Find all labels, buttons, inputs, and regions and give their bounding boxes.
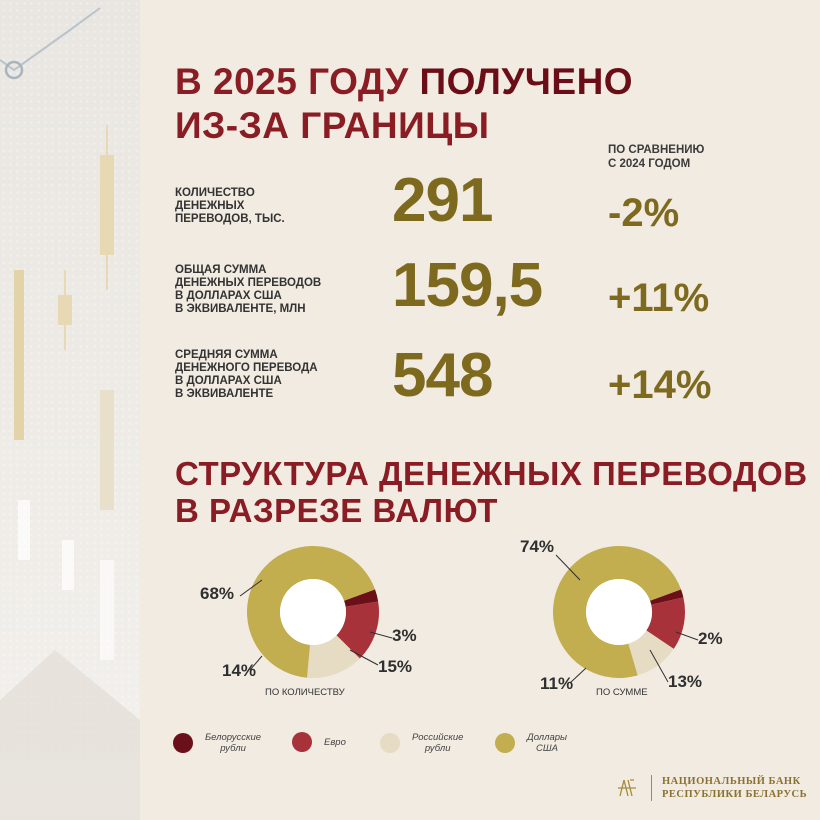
row-label-count: КОЛИЧЕСТВО ДЕНЕЖНЫХ ПЕРЕВОДОВ, ТЫС. [175, 187, 375, 226]
donut1-label-rub: 14% [222, 661, 257, 680]
donut1-label-byn: 3% [392, 626, 417, 645]
label-line: В ДОЛЛАРАХ США [175, 290, 282, 302]
donut1-slice-byn [344, 589, 379, 607]
legend-label-line: США [536, 743, 558, 754]
legend-label-usd: Доллары США [527, 732, 567, 754]
donut1-slice-eur [336, 601, 380, 659]
legend-swatch-rub [380, 733, 400, 753]
title-line-2: ИЗ-ЗА ГРАНИЦЫ [175, 105, 490, 146]
label-line: ДЕНЕЖНЫХ ПЕРЕВОДОВ [175, 277, 322, 289]
donut2-label-usd: 74% [520, 537, 555, 556]
donut2-slice-rub [628, 630, 674, 676]
bank-line-1: НАЦИОНАЛЬНЫЙ БАНК [662, 776, 801, 787]
donut1-label-usd: 68% [200, 584, 235, 603]
decorative-candlestick-icon [0, 7, 140, 820]
legend-label-line: Доллары [527, 732, 568, 743]
label-line: КОЛИЧЕСТВО [175, 187, 255, 199]
value-total: 159,5 [392, 251, 543, 320]
leader-line [649, 649, 669, 683]
leader-line [569, 667, 587, 684]
legend-swatch-byn [173, 733, 193, 753]
legend-swatch-eur [292, 732, 312, 752]
label-line: СРЕДНЯЯ СУММА [175, 349, 278, 361]
row-label-average: СРЕДНЯЯ СУММА ДЕНЕЖНОГО ПЕРЕВОДА В ДОЛЛА… [175, 349, 375, 401]
structure-title: СТРУКТУРА ДЕНЕЖНЫХ ПЕРЕВОДОВ В РАЗРЕЗЕ В… [175, 455, 808, 529]
change-total: +11% [608, 276, 710, 320]
legend-item-byn: Белорусские рубли [173, 732, 261, 754]
title-strong: ПОЛУЧЕНО [419, 61, 634, 102]
donut2-hole [586, 579, 652, 645]
value-count: 291 [392, 166, 493, 235]
legend-label-line: Российские [412, 732, 464, 743]
structure-title-line-2: В РАЗРЕЗЕ ВАЛЮТ [175, 492, 498, 529]
label-line: В ДОЛЛАРАХ США [175, 375, 282, 387]
leader-line [249, 655, 263, 671]
bank-line-2: РЕСПУБЛИКИ БЕЛАРУСЬ [662, 789, 808, 800]
label-line: В ЭКВИВАЛЕНТЕ, МЛН [175, 303, 306, 315]
label-line: ПЕРЕВОДОВ, ТЫС. [175, 213, 285, 225]
comparison-line-1: ПО СРАВНЕНИЮ [608, 144, 705, 156]
leader-line [555, 554, 581, 581]
bank-logo: НАЦИОНАЛЬНЫЙ БАНК РЕСПУБЛИКИ БЕЛАРУСЬ [615, 775, 807, 801]
legend-item-usd: Доллары США [495, 732, 567, 754]
comparison-header: ПО СРАВНЕНИЮ С 2024 ГОДОМ [608, 143, 704, 171]
leader-line [369, 631, 393, 639]
donut2-slice-usd [553, 546, 682, 679]
leader-line [239, 579, 263, 597]
legend-item-rub: Российские рубли [380, 732, 463, 754]
leader-line [349, 649, 379, 666]
donut1-caption: ПО КОЛИЧЕСТВУ [265, 687, 345, 698]
structure-title-line-1: СТРУКТУРА ДЕНЕЖНЫХ ПЕРЕВОДОВ [175, 455, 808, 492]
bank-name: НАЦИОНАЛЬНЫЙ БАНК РЕСПУБЛИКИ БЕЛАРУСЬ [662, 775, 807, 801]
legend-label-line: рубли [220, 743, 246, 754]
change-average: +14% [608, 363, 712, 407]
donut2-label-byn: 2% [698, 629, 723, 648]
legend-label-eur: Евро [324, 737, 346, 748]
donut2-caption: ПО СУММЕ [596, 687, 648, 698]
comparison-line-2: С 2024 ГОДОМ [608, 158, 691, 170]
donut2-label-eur: 13% [668, 672, 703, 691]
donut2-label-rub: 11% [540, 674, 574, 693]
donut1-hole [280, 579, 346, 645]
label-line: В ЭКВИВАЛЕНТЕ [175, 388, 274, 400]
legend-label-rub: Российские рубли [412, 732, 463, 754]
donut1-slice-usd [246, 546, 376, 678]
row-label-total: ОБЩАЯ СУММА ДЕНЕЖНЫХ ПЕРЕВОДОВ В ДОЛЛАРА… [175, 264, 375, 316]
national-bank-monogram-icon [618, 779, 636, 797]
legend-label-line: рубли [424, 743, 451, 754]
donut2-slice-byn [650, 589, 684, 605]
donut2-slice-eur [646, 597, 685, 649]
legend-swatch-usd [495, 733, 515, 753]
bank-divider [651, 775, 652, 801]
donut1-slice-rub [307, 635, 360, 678]
change-count: -2% [608, 191, 680, 235]
page-title: В 2025 ГОДУ ПОЛУЧЕНО ИЗ-ЗА ГРАНИЦЫ [175, 60, 633, 148]
legend-label-line: Евро [324, 736, 346, 748]
label-line: ДЕНЕЖНОГО ПЕРЕВОДА [175, 362, 318, 374]
label-line: ОБЩАЯ СУММА [175, 264, 267, 276]
label-line: ДЕНЕЖНЫХ [175, 200, 245, 212]
legend-label-line: Белорусские [205, 732, 262, 743]
legend-item-eur: Евро [292, 732, 346, 752]
leader-line [675, 631, 699, 641]
title-prefix: В 2025 ГОДУ [175, 61, 409, 102]
value-average: 548 [392, 341, 493, 410]
donut1-label-eur: 15% [378, 657, 413, 676]
legend-label-byn: Белорусские рубли [205, 732, 261, 754]
